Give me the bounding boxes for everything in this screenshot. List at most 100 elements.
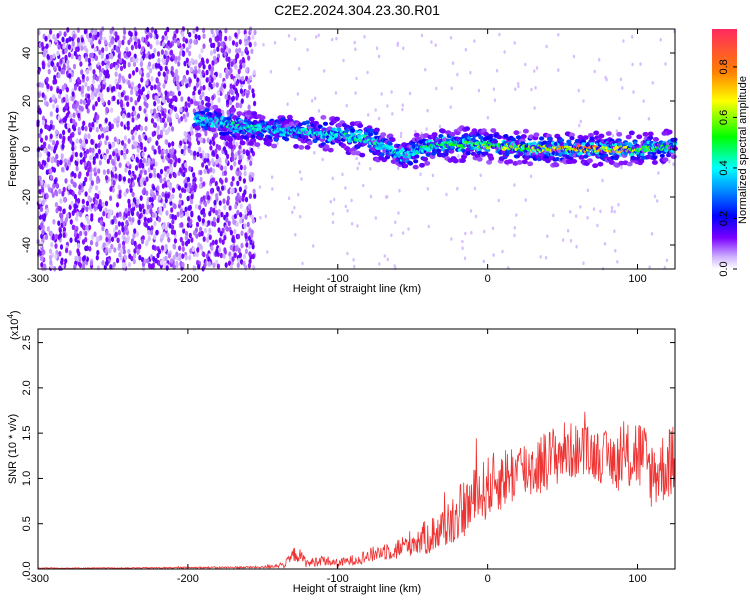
ridge-point <box>659 153 665 158</box>
noise-speck <box>203 201 208 207</box>
snr-scale-base: (x10 <box>9 319 21 340</box>
noise-speck <box>163 122 167 128</box>
noise-speck <box>106 86 110 93</box>
noise-speck <box>124 167 128 173</box>
faint-speck <box>356 166 359 171</box>
noise-speck <box>233 252 237 258</box>
noise-speck <box>237 68 241 75</box>
noise-speck <box>112 261 116 268</box>
noise-speck <box>90 94 94 101</box>
noise-speck <box>159 209 163 216</box>
noise-speck <box>69 237 73 243</box>
noise-speck <box>56 61 60 68</box>
noise-speck <box>251 88 255 94</box>
noise-speck <box>90 216 94 222</box>
noise-speck <box>136 211 140 217</box>
noise-speck <box>212 82 216 88</box>
faint-speck <box>380 92 383 96</box>
noise-speck <box>118 84 122 90</box>
noise-speck <box>87 167 91 173</box>
noise-speck <box>151 244 155 251</box>
noise-speck <box>52 103 56 110</box>
faint-speck <box>672 162 675 166</box>
faint-speck <box>586 216 589 220</box>
noise-speck <box>215 248 219 255</box>
noise-speck <box>104 117 108 124</box>
noise-speck <box>184 162 188 168</box>
faint-speck <box>577 88 580 93</box>
faint-speck <box>400 131 403 136</box>
noise-speck <box>134 165 139 171</box>
noise-speck <box>238 154 242 161</box>
noise-speck <box>141 36 145 43</box>
noise-speck <box>203 168 207 175</box>
noise-speck <box>190 198 194 205</box>
noise-speck <box>198 204 202 211</box>
noise-speck <box>253 100 257 107</box>
snr-scale-label: (x104) <box>6 310 21 340</box>
noise-speck <box>169 42 173 49</box>
noise-speck <box>139 178 143 184</box>
noise-speck <box>78 184 82 190</box>
noise-speck <box>95 126 99 133</box>
noise-speck <box>193 230 197 236</box>
noise-speck <box>143 100 147 107</box>
noise-speck <box>134 30 138 37</box>
noise-speck <box>88 122 92 129</box>
noise-speck <box>85 206 89 212</box>
noise-speck <box>197 264 201 270</box>
noise-speck <box>211 158 215 164</box>
noise-speck <box>201 218 205 224</box>
noise-speck <box>236 170 240 177</box>
noise-speck <box>42 141 47 148</box>
noise-speck <box>202 64 206 70</box>
noise-speck <box>230 89 234 96</box>
noise-speck <box>195 221 200 228</box>
noise-speck <box>234 89 238 95</box>
faint-speck <box>615 129 618 133</box>
noise-speck <box>38 152 42 158</box>
noise-speck <box>58 188 62 195</box>
noise-speck <box>122 248 126 255</box>
faint-speck <box>618 116 621 121</box>
noise-speck <box>62 220 66 227</box>
ridge-point <box>542 140 548 145</box>
x-tick-label: -200 <box>177 273 199 285</box>
noise-speck <box>153 122 157 128</box>
noise-speck <box>144 135 148 141</box>
noise-speck <box>50 60 54 67</box>
noise-speck <box>125 219 129 226</box>
noise-speck <box>220 179 224 185</box>
noise-speck <box>153 108 157 114</box>
noise-speck <box>69 117 73 124</box>
noise-speck <box>95 88 100 94</box>
noise-speck <box>195 251 199 258</box>
faint-speck <box>258 185 262 189</box>
faint-speck <box>613 229 616 233</box>
x-tick-label: 0 <box>485 273 491 285</box>
noise-speck <box>172 243 176 250</box>
noise-speck <box>222 253 226 259</box>
noise-speck <box>188 78 192 84</box>
noise-speck <box>62 186 66 193</box>
noise-speck <box>240 230 244 236</box>
noise-speck <box>170 65 174 72</box>
noise-speck <box>223 247 227 253</box>
noise-speck <box>229 255 233 262</box>
noise-speck <box>244 46 248 53</box>
noise-speck <box>167 253 171 259</box>
noise-speck <box>248 84 252 91</box>
noise-speck <box>81 198 85 205</box>
noise-speck <box>246 78 251 85</box>
noise-speck <box>72 112 76 118</box>
noise-speck <box>181 187 185 193</box>
noise-speck <box>85 76 90 82</box>
noise-speck <box>181 253 185 259</box>
faint-speck <box>374 108 377 112</box>
noise-speck <box>131 238 135 244</box>
noise-speck <box>126 101 130 107</box>
noise-speck <box>184 235 189 241</box>
noise-speck <box>82 99 87 106</box>
noise-speck <box>245 150 249 157</box>
noise-speck <box>117 53 121 60</box>
